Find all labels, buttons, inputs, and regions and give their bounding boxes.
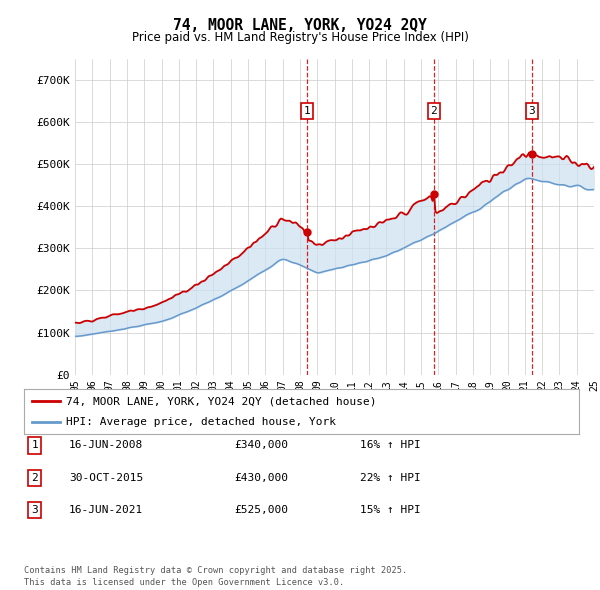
Text: Price paid vs. HM Land Registry's House Price Index (HPI): Price paid vs. HM Land Registry's House …	[131, 31, 469, 44]
Text: 22% ↑ HPI: 22% ↑ HPI	[360, 473, 421, 483]
Text: 2: 2	[431, 106, 437, 116]
Text: 3: 3	[529, 106, 535, 116]
Text: £340,000: £340,000	[234, 441, 288, 450]
Text: 74, MOOR LANE, YORK, YO24 2QY: 74, MOOR LANE, YORK, YO24 2QY	[173, 18, 427, 32]
Text: 1: 1	[31, 441, 38, 450]
Text: 16% ↑ HPI: 16% ↑ HPI	[360, 441, 421, 450]
Text: 15% ↑ HPI: 15% ↑ HPI	[360, 506, 421, 515]
Text: 16-JUN-2008: 16-JUN-2008	[69, 441, 143, 450]
Text: £430,000: £430,000	[234, 473, 288, 483]
Text: 16-JUN-2021: 16-JUN-2021	[69, 506, 143, 515]
Text: 1: 1	[304, 106, 310, 116]
Text: 3: 3	[31, 506, 38, 515]
Text: £525,000: £525,000	[234, 506, 288, 515]
Text: HPI: Average price, detached house, York: HPI: Average price, detached house, York	[65, 417, 335, 427]
Text: Contains HM Land Registry data © Crown copyright and database right 2025.
This d: Contains HM Land Registry data © Crown c…	[24, 566, 407, 587]
Text: 30-OCT-2015: 30-OCT-2015	[69, 473, 143, 483]
Text: 74, MOOR LANE, YORK, YO24 2QY (detached house): 74, MOOR LANE, YORK, YO24 2QY (detached …	[65, 396, 376, 407]
Text: 2: 2	[31, 473, 38, 483]
